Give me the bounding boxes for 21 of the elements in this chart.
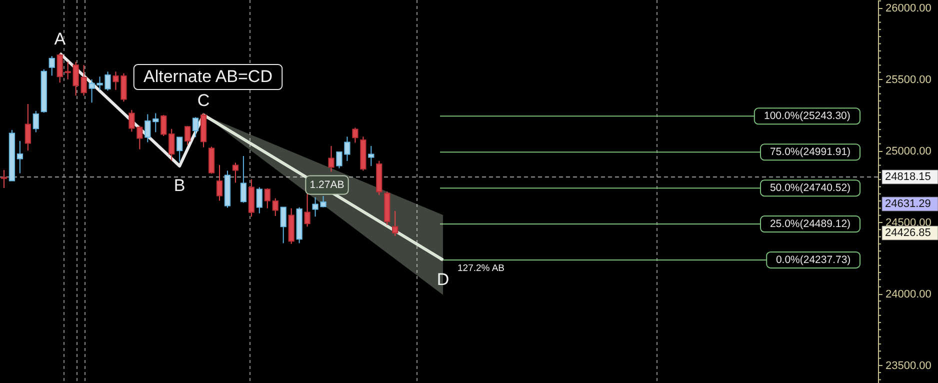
annotation: 127.2% AB bbox=[457, 262, 505, 274]
text: 24631.29 bbox=[885, 198, 931, 210]
ref-line-label: 0.0%(24237.73) bbox=[776, 254, 851, 266]
y-tick-label: 24000.00 bbox=[886, 288, 932, 300]
y-tick-label: 24500.00 bbox=[886, 216, 932, 229]
ref-line-label: 25.0%(24489.12) bbox=[770, 218, 851, 230]
annotation: A bbox=[54, 29, 66, 48]
ref-line-label: 75.0%(24991.91) bbox=[770, 146, 851, 158]
ref-line-label: 50.0%(24740.52) bbox=[770, 182, 851, 194]
y-tick-label: 26000.00 bbox=[886, 2, 932, 15]
text: 24426.85 bbox=[885, 227, 931, 239]
y-tick-label: 23500.00 bbox=[886, 360, 932, 372]
annotation: 1.27AB bbox=[310, 178, 344, 191]
ref-line-label: 24818.15 bbox=[885, 170, 931, 183]
annotation: B bbox=[174, 176, 186, 195]
ref-line-label: 100.0%(25243.30) bbox=[764, 110, 850, 122]
annotation: C bbox=[197, 90, 210, 110]
y-tick-label: 25500.00 bbox=[886, 74, 932, 86]
annotation: D bbox=[436, 270, 450, 289]
annotation: Alternate AB=CD bbox=[144, 67, 272, 86]
y-tick-label: 25000.00 bbox=[886, 145, 932, 158]
